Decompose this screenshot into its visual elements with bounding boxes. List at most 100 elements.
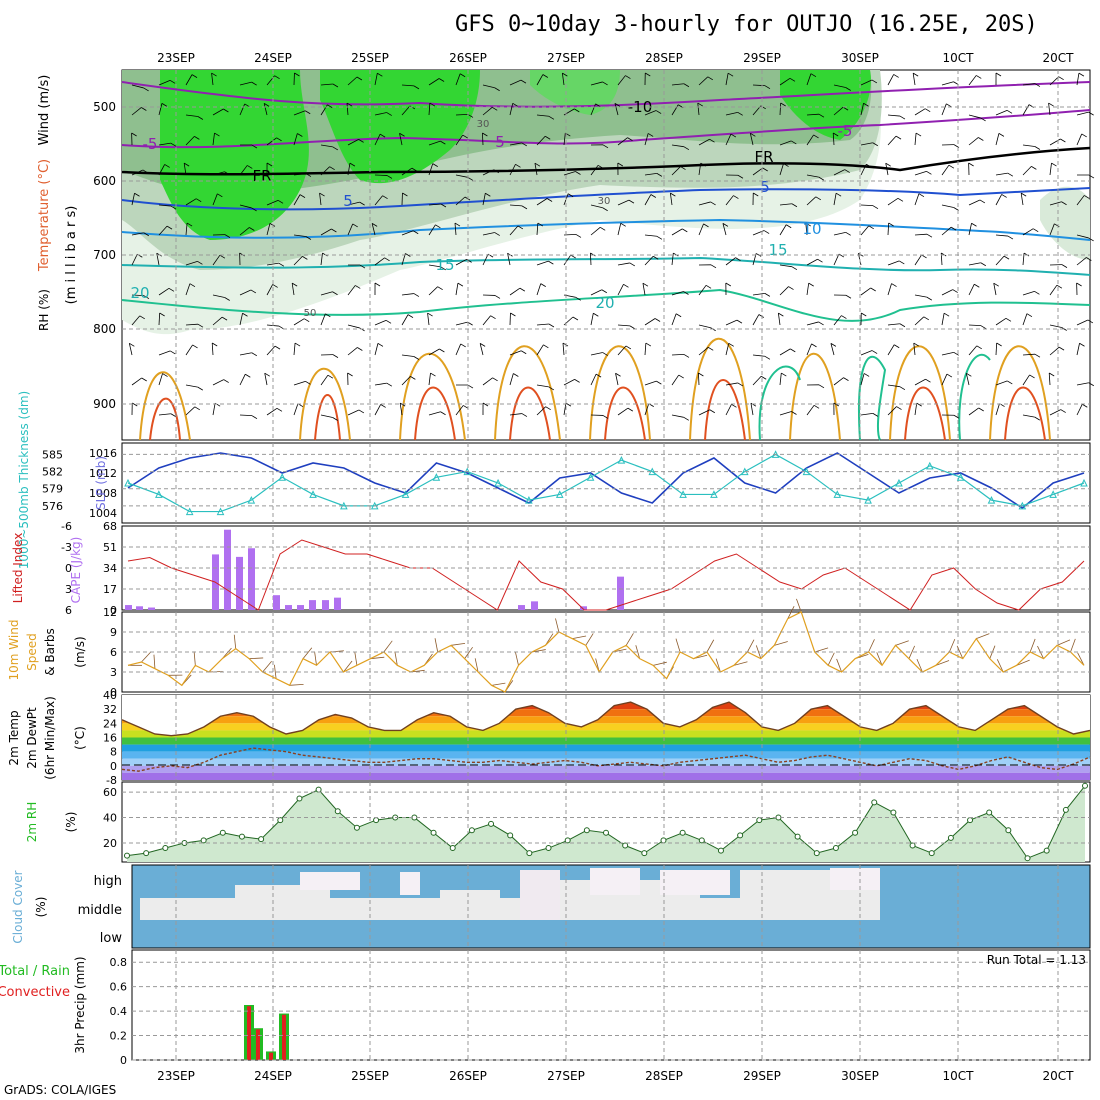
wind-barb-flag [980, 117, 986, 122]
wind-barb [833, 315, 842, 326]
wind-barb [320, 144, 333, 148]
rh-marker [507, 832, 514, 839]
wind-barb [212, 379, 224, 386]
thickness-line [127, 453, 1085, 513]
wind-barb [617, 137, 628, 146]
surface-barb [274, 664, 277, 679]
wind-barb [617, 407, 629, 416]
wind-barb-flag [791, 411, 797, 415]
wind-barb [698, 138, 710, 146]
axis-label-convective: Convective [0, 985, 70, 1000]
wind-barb [293, 256, 303, 266]
wind-barb-flag [490, 315, 496, 320]
wind-barb-flag [818, 384, 825, 389]
surface-wind-barbs [128, 598, 1085, 693]
wind-barb-flag [385, 319, 392, 324]
wind-barb [777, 313, 781, 326]
rh-tick: 60 [103, 786, 117, 799]
wind-barb-flag [510, 312, 516, 317]
wind-barb-flag [725, 282, 732, 287]
li-tick: -6 [61, 520, 72, 533]
date-label-top: 20CT [1043, 51, 1075, 65]
thickness-slp-panel: 585 582 579 576 1016 1012 1008 1004 [42, 442, 1091, 524]
cape-bar [285, 605, 292, 610]
wind-barb [212, 171, 225, 176]
wind-barb [239, 204, 252, 209]
wind-barb [158, 225, 168, 236]
wind-barb-flag [221, 316, 228, 321]
temperature-band [122, 730, 1090, 738]
wind-barb-flag [460, 343, 466, 348]
axis-label-temp-unit: (°C) [73, 726, 87, 750]
wind-barb-flag [384, 257, 390, 262]
wind-barb [1022, 414, 1035, 418]
wind-barb-flag [602, 207, 608, 212]
wind-barb-flag [194, 406, 201, 411]
wind-barb-flag [924, 108, 931, 113]
wind-barb-flag [629, 262, 636, 267]
wind-barb-flag [707, 76, 714, 81]
wind-barb-flag [953, 414, 960, 419]
wind-barb [536, 114, 549, 117]
wind-barb-flag [274, 345, 281, 350]
wind-barb-flag [266, 162, 273, 167]
wind-barb-flag [899, 323, 906, 328]
wind-barb [617, 223, 622, 236]
wind-barb [779, 264, 792, 268]
wind-barb-flag [946, 103, 952, 108]
wind-barb [941, 103, 947, 116]
wind-barb [644, 133, 649, 146]
wind-barb [1076, 195, 1085, 206]
wind-barb [806, 283, 810, 296]
wind-barb-flag [357, 347, 363, 351]
date-label-bottom: 26SEP [449, 1069, 487, 1083]
wind-barb-flag [790, 348, 796, 353]
wind-barb-flag [625, 75, 631, 79]
wind-barb [887, 344, 895, 356]
wind-barb-flag [1032, 228, 1039, 233]
wind-barb-flag [493, 169, 500, 174]
wind-barb-flag [1048, 102, 1054, 107]
wind-barb-flag [1088, 237, 1094, 242]
wind-barb-flag [291, 282, 298, 287]
wind-barb-flag [380, 404, 386, 408]
wind-barb [212, 193, 218, 206]
wind-barb [1022, 353, 1035, 356]
thickness-tick: 579 [42, 483, 63, 496]
slp-tick: 1004 [89, 507, 117, 520]
wind-barb-flag [170, 205, 177, 210]
wind-barb [509, 164, 516, 176]
wind-barb [563, 316, 574, 326]
axis-label-wind-unit: (m/s) [73, 636, 87, 667]
precip-tick: 0.6 [110, 981, 128, 994]
wind-barb [482, 315, 491, 326]
wind-barb [590, 103, 596, 116]
wind-barb-flag [763, 230, 770, 234]
wind-barb-flag [374, 282, 381, 287]
temperature-line [121, 701, 1091, 737]
wind-barb [427, 313, 430, 326]
wind-barb [347, 409, 360, 416]
wind-barb-flag [813, 134, 819, 139]
wind-barb-flag [161, 103, 168, 107]
wind-barb [185, 223, 188, 236]
wind-barb-flag [349, 162, 356, 167]
wind-barb [428, 348, 440, 356]
wind-barb-flag [899, 260, 905, 265]
pressure-tick-label: 600 [93, 174, 116, 188]
thickness-marker [432, 473, 441, 481]
wind-barb [293, 234, 306, 237]
wind-barb [401, 293, 414, 296]
wind-barb-flag [454, 222, 461, 227]
thickness-marker [555, 490, 564, 498]
wind-barb [239, 165, 248, 176]
wind-barb [399, 403, 403, 416]
wind-barb-flag [574, 108, 580, 113]
wind-barb [239, 352, 252, 356]
surface-barb [314, 651, 317, 666]
wind-barb-flag [440, 266, 447, 271]
wind-barb [455, 196, 466, 206]
wind-barb-flag [891, 283, 897, 287]
wind-barb [644, 172, 657, 176]
cloud-panel: high middle low [78, 864, 1091, 949]
